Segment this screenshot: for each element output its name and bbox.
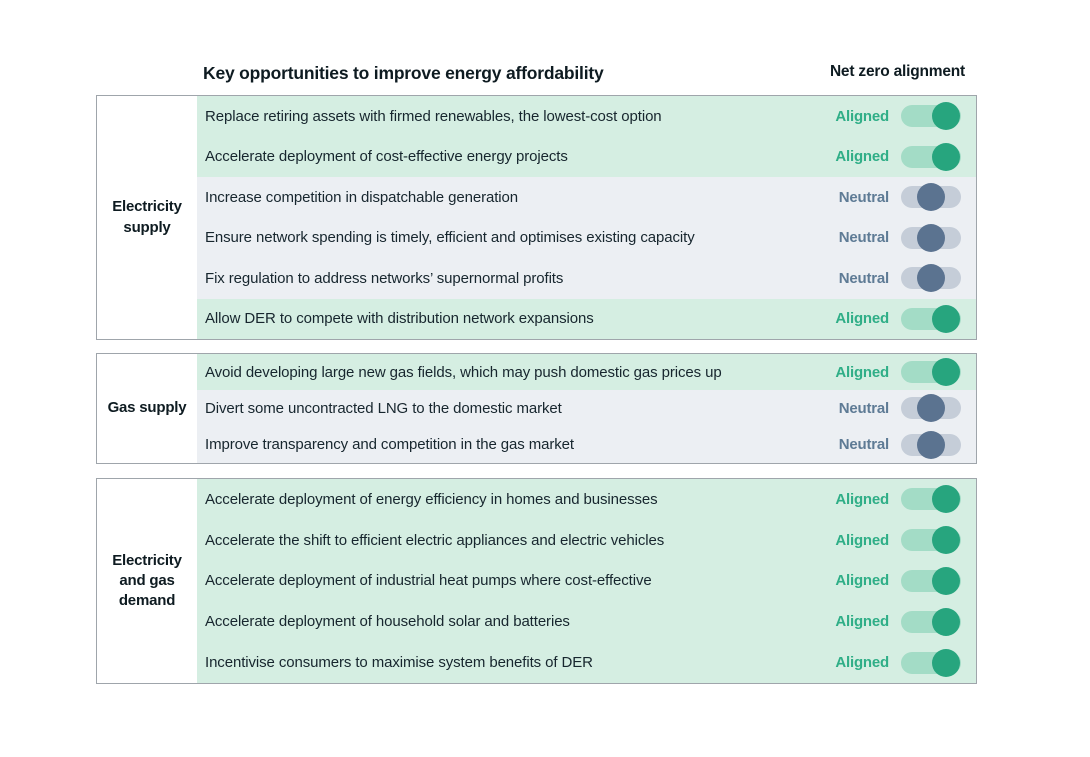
status-label: Aligned: [835, 148, 889, 166]
status-label: Neutral: [838, 399, 889, 417]
status-label: Neutral: [838, 269, 889, 287]
opportunity-text: Accelerate deployment of energy efficien…: [205, 490, 658, 508]
opportunity-row: Accelerate the shift to efficient electr…: [197, 519, 976, 561]
toggle-knob: [932, 648, 960, 677]
opportunity-text: Accelerate deployment of industrial heat…: [205, 572, 652, 590]
opportunity-row: Accelerate deployment of cost-effective …: [197, 136, 976, 177]
section-label: Gas supply: [107, 399, 187, 417]
toggle-knob: [932, 526, 960, 555]
status-label: Neutral: [838, 188, 889, 206]
opportunity-text: Ensure network spending is timely, effic…: [205, 229, 695, 247]
alignment-toggle[interactable]: [901, 142, 961, 171]
section-rows: Replace retiring assets with firmed rene…: [197, 96, 976, 339]
alignment-toggle[interactable]: [901, 566, 961, 595]
section-label: Electricity and gas demand: [112, 551, 182, 610]
status-label: Aligned: [835, 363, 889, 381]
opportunity-row: Ensure network spending is timely, effic…: [197, 217, 976, 258]
toggle-knob: [932, 102, 960, 131]
alignment-toggle[interactable]: [901, 430, 961, 459]
opportunity-row: Allow DER to compete with distribution n…: [197, 298, 976, 339]
net-zero-alignment-column-title: Net zero alignment: [829, 63, 965, 80]
toggle-knob: [917, 223, 945, 252]
alignment-toggle[interactable]: [901, 183, 961, 212]
section-rows: Avoid developing large new gas fields, w…: [197, 354, 976, 463]
opportunity-row: Accelerate deployment of energy efficien…: [197, 479, 976, 520]
status-label: Aligned: [835, 107, 889, 125]
opportunity-row: Accelerate deployment of household solar…: [197, 601, 976, 643]
opportunity-text: Divert some uncontracted LNG to the dome…: [205, 399, 562, 417]
status-label: Aligned: [835, 613, 889, 631]
opportunity-text: Incentivise consumers to maximise system…: [205, 654, 593, 672]
opportunity-text: Avoid developing large new gas fields, w…: [205, 363, 722, 381]
toggle-knob: [917, 394, 945, 423]
alignment-toggle[interactable]: [901, 304, 961, 333]
toggle-knob: [917, 264, 945, 293]
toggle-knob: [917, 430, 945, 459]
toggle-knob: [932, 358, 960, 387]
toggle-knob: [932, 142, 960, 171]
opportunity-row: Accelerate deployment of industrial heat…: [197, 560, 976, 602]
toggle-knob: [917, 183, 945, 212]
section-box-0: Electricity supply Replace retiring asse…: [96, 95, 977, 340]
section-rows: Accelerate deployment of energy efficien…: [197, 479, 976, 683]
opportunity-text: Improve transparency and competition in …: [205, 436, 574, 454]
status-label: Aligned: [835, 531, 889, 549]
section-label: Electricity supply: [112, 198, 182, 236]
status-label: Aligned: [835, 572, 889, 590]
toggle-knob: [932, 304, 960, 333]
toggle-knob: [932, 607, 960, 636]
status-label: Aligned: [835, 310, 889, 328]
opportunity-row: Incentivise consumers to maximise system…: [197, 642, 976, 683]
opportunity-text: Accelerate deployment of household solar…: [205, 613, 570, 631]
opportunity-row: Replace retiring assets with firmed rene…: [197, 96, 976, 137]
opportunity-text: Increase competition in dispatchable gen…: [205, 188, 519, 206]
opportunity-text: Accelerate the shift to efficient electr…: [205, 531, 665, 549]
opportunity-row: Improve transparency and competition in …: [197, 426, 976, 463]
opportunity-text: Accelerate deployment of cost-effective …: [205, 148, 568, 166]
alignment-toggle[interactable]: [901, 264, 961, 293]
status-label: Neutral: [838, 436, 889, 454]
opportunity-text: Fix regulation to address networks’ supe…: [205, 269, 564, 287]
toggle-knob: [932, 485, 960, 514]
alignment-toggle[interactable]: [901, 358, 961, 387]
alignment-toggle[interactable]: [901, 485, 961, 514]
opportunity-row: Avoid developing large new gas fields, w…: [197, 354, 976, 391]
alignment-toggle[interactable]: [901, 223, 961, 252]
opportunity-text: Allow DER to compete with distribution n…: [205, 310, 594, 328]
opportunity-row: Fix regulation to address networks’ supe…: [197, 258, 976, 299]
alignment-toggle[interactable]: [901, 102, 961, 131]
alignment-toggle[interactable]: [901, 394, 961, 423]
status-label: Aligned: [835, 654, 889, 672]
alignment-toggle[interactable]: [901, 648, 961, 677]
alignment-toggle[interactable]: [901, 607, 961, 636]
section-box-2: Electricity and gas demand Accelerate de…: [96, 478, 977, 684]
opportunity-text: Replace retiring assets with firmed rene…: [205, 107, 662, 125]
status-label: Neutral: [838, 229, 889, 247]
opportunity-row: Divert some uncontracted LNG to the dome…: [197, 390, 976, 427]
opportunity-row: Increase competition in dispatchable gen…: [197, 177, 976, 218]
toggle-knob: [932, 566, 960, 595]
opportunities-column-title: Key opportunities to improve energy affo…: [203, 63, 604, 83]
status-label: Aligned: [835, 490, 889, 508]
section-box-1: Gas supply Avoid developing large new ga…: [96, 353, 977, 464]
alignment-toggle[interactable]: [901, 526, 961, 555]
